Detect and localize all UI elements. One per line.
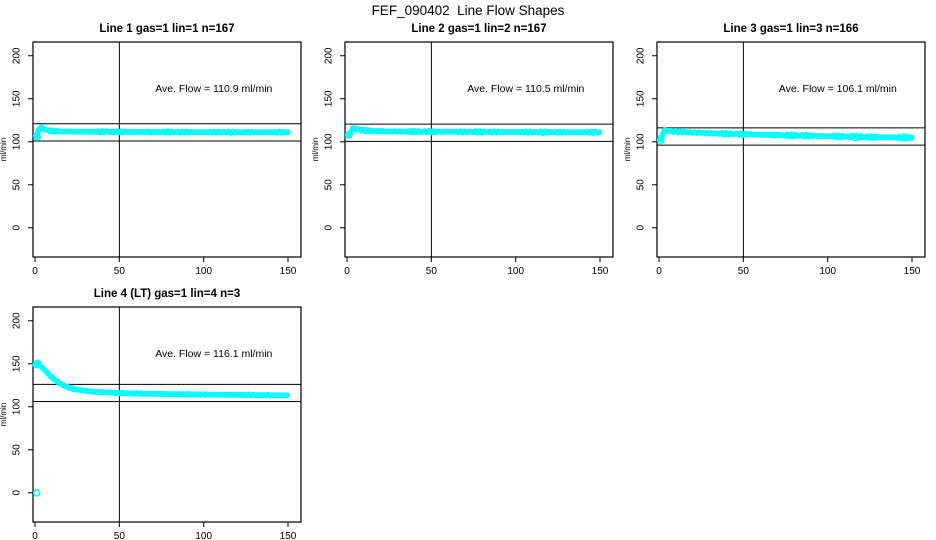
y-tick-label: 50: [12, 179, 23, 191]
subplot-title: Line 4 (LT) gas=1 lin=4 n=3: [94, 288, 240, 300]
y-tick-label: 0: [324, 225, 335, 231]
y-tick-label: 0: [12, 490, 23, 496]
data-point: [596, 129, 603, 136]
data-point-marker: [33, 133, 42, 141]
y-tick-label: 150: [324, 90, 335, 107]
x-tick-label: 100: [819, 266, 836, 277]
y-tick-label: 100: [636, 133, 647, 150]
subplot-line2: Line 2 gas=1 lin=2 n=167 0 50 100 150 200 ml/m…: [312, 16, 624, 278]
subplot-line1: Line 1 gas=1 lin=1 n=167 0 50 100 150 200 ml/m…: [0, 16, 312, 278]
y-axis-label: ml/min: [0, 138, 8, 162]
subplot-svg: Line 1 gas=1 lin=1 n=167 0 50 100 150 200 ml/m…: [0, 23, 302, 277]
y-tick-label: 100: [12, 398, 23, 415]
y-tick-label: 200: [12, 47, 23, 64]
y-tick-label: 200: [636, 47, 647, 64]
y-axis-label: ml/min: [624, 138, 632, 162]
y-tick-label: 50: [636, 179, 647, 191]
data-point: [283, 392, 290, 399]
x-tick-label: 100: [507, 266, 524, 277]
subplot-line3: Line 3 gas=1 lin=3 n=166 0 50 100 150 200 ml/m…: [624, 16, 936, 278]
subplot-title: Line 3 gas=1 lin=3 n=166: [723, 23, 858, 35]
x-tick-label: 0: [344, 266, 350, 277]
x-tick-label: 100: [195, 266, 212, 277]
ave-flow-annotation: Ave. Flow = 110.9 ml/min: [155, 83, 272, 95]
data-point-marker: [657, 134, 665, 143]
x-tick-label: 150: [592, 266, 609, 277]
x-tick-label: 100: [195, 531, 212, 540]
x-tick-label: 150: [280, 266, 297, 277]
page-title: FEF_090402 Line Flow Shapes: [371, 3, 565, 18]
y-tick-label: 0: [636, 225, 647, 231]
x-tick-label: 150: [904, 266, 921, 277]
y-tick-label: 0: [12, 225, 23, 231]
y-tick-label: 200: [12, 312, 23, 329]
y-tick-label: 50: [12, 444, 23, 456]
y-tick-label: 100: [12, 133, 23, 150]
data-point: [281, 392, 288, 399]
subplot-svg: Line 3 gas=1 lin=3 n=166 0 50 100 150 200 ml/m…: [624, 23, 926, 277]
y-axis-label: ml/min: [312, 138, 320, 162]
data-point: [284, 129, 291, 136]
subplot-svg: Line 2 gas=1 lin=2 n=167 0 50 100 150 200 ml/m…: [312, 23, 614, 277]
plot-box: [32, 306, 302, 523]
ave-flow-annotation: Ave. Flow = 106.1 ml/min: [779, 83, 897, 95]
y-axis-label: ml/min: [0, 403, 8, 427]
y-tick-label: 150: [12, 355, 23, 372]
x-tick-label: 0: [32, 531, 38, 540]
ave-flow-annotation: Ave. Flow = 110.5 ml/min: [467, 83, 584, 95]
y-tick-label: 100: [324, 133, 335, 150]
subplot-line4: Line 4 (LT) gas=1 lin=4 n=3 0 50 100 150 200 m…: [0, 281, 312, 540]
x-tick-label: 0: [32, 266, 38, 277]
data-point-marker: [32, 488, 41, 497]
data-point-marker: [344, 131, 353, 139]
y-tick-label: 150: [12, 90, 23, 107]
data-point: [908, 134, 915, 141]
plot-box: [32, 41, 302, 258]
x-tick-label: 150: [280, 531, 297, 540]
data-point-marker: [32, 360, 41, 369]
subplot-title: Line 1 gas=1 lin=1 n=167: [99, 23, 234, 35]
subplot-svg: Line 4 (LT) gas=1 lin=4 n=3 0 50 100 150 200 m…: [0, 288, 302, 540]
x-tick-label: 50: [738, 266, 750, 277]
x-tick-label: 50: [114, 531, 126, 540]
subplot-title: Line 2 gas=1 lin=2 n=167: [411, 23, 546, 35]
ave-flow-annotation: Ave. Flow = 116.1 ml/min: [155, 348, 272, 360]
x-tick-label: 50: [426, 266, 438, 277]
data-point-marker: [33, 359, 42, 368]
x-tick-label: 50: [114, 266, 126, 277]
y-tick-label: 150: [636, 90, 647, 107]
y-tick-label: 50: [324, 179, 335, 191]
plot-box: [344, 41, 614, 258]
plot-box: [656, 41, 926, 258]
y-tick-label: 200: [324, 47, 335, 64]
x-tick-label: 0: [656, 266, 662, 277]
